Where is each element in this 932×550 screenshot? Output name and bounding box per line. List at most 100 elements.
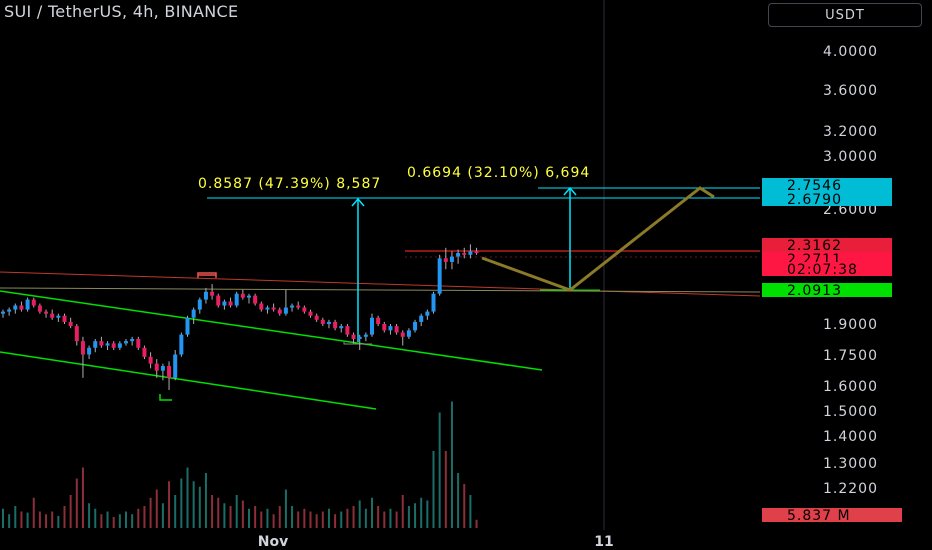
candle-body <box>191 309 196 318</box>
volume-bar <box>143 506 146 528</box>
volume-bar <box>309 511 312 528</box>
candle-body <box>7 309 12 312</box>
candle-body <box>56 315 61 318</box>
candle-body <box>406 330 411 337</box>
measure-arrow-head-1 <box>351 197 365 207</box>
volume-bar <box>211 495 214 528</box>
candle-body <box>99 341 104 346</box>
volume-bar <box>395 511 398 528</box>
candle-body <box>62 315 67 322</box>
candle-body <box>320 319 325 324</box>
volume-bar <box>266 508 269 528</box>
volume-bar <box>75 478 78 528</box>
candle-body <box>302 307 307 312</box>
candle-body <box>25 299 30 310</box>
price-tick-label: 3.6000 <box>823 83 878 99</box>
price-tick-label: 1.5000 <box>823 404 878 420</box>
volume-bar <box>358 500 361 528</box>
volume-bar <box>51 511 54 528</box>
price-tick-label: 1.2200 <box>823 481 878 497</box>
price-tick-label: 1.7500 <box>823 348 878 364</box>
candle-body <box>271 307 276 310</box>
volume-bar <box>174 495 177 528</box>
price-label-text: 02:07:38 <box>787 262 858 278</box>
price-label-text: 2.6790 <box>787 192 842 208</box>
annotation-text-2: 0.6694 (32.10%) 6,694 <box>407 165 590 181</box>
volume-bar <box>457 473 460 528</box>
volume-bar <box>469 495 472 528</box>
volume-bar <box>438 412 441 528</box>
candle-body <box>222 301 227 306</box>
high-marker <box>197 272 217 278</box>
volume-bar <box>186 467 189 528</box>
volume-bar <box>463 484 466 528</box>
volume-bar <box>334 514 337 528</box>
volume-bars <box>2 401 478 528</box>
candle-body <box>203 291 208 300</box>
volume-bar <box>94 508 97 528</box>
candle-body <box>419 315 424 322</box>
price-tick-label: 1.9000 <box>823 317 878 333</box>
volume-bar <box>444 451 447 528</box>
candle-body <box>296 305 301 308</box>
volume-bar <box>377 506 380 528</box>
currency-button[interactable]: USDT <box>768 3 922 27</box>
volume-bar <box>63 506 66 528</box>
volume-bar <box>401 495 404 528</box>
candle-body <box>283 307 288 314</box>
candle-body <box>413 321 418 331</box>
candle-body <box>93 341 98 348</box>
volume-bar <box>14 506 17 528</box>
candle-body <box>247 295 251 298</box>
candle-body <box>124 341 128 344</box>
volume-bar <box>235 495 238 528</box>
price-label-box <box>762 262 892 276</box>
volume-bar <box>180 478 183 528</box>
candle-body <box>197 299 202 310</box>
price-label-box <box>762 192 892 206</box>
volume-bar <box>241 500 244 528</box>
price-axis[interactable]: 4.00003.60003.20003.00002.60002.40001.90… <box>762 44 902 524</box>
candle-body <box>173 354 178 378</box>
volume-bar <box>217 497 220 528</box>
chart-drawings[interactable] <box>0 186 761 410</box>
volume-bar <box>254 506 257 528</box>
price-label-box <box>762 283 892 297</box>
candle-body <box>468 251 473 255</box>
candle-body <box>210 291 215 296</box>
annotation-text-1: 0.8587 (47.39%) 8,587 <box>198 176 381 192</box>
price-label-text: 2.3162 <box>787 238 842 254</box>
candle-body <box>363 334 368 337</box>
candle-body <box>44 311 49 314</box>
candle-body <box>111 343 116 348</box>
projection-path <box>481 186 715 292</box>
candle-body <box>160 366 165 371</box>
volume-bar <box>327 508 330 528</box>
candle-body <box>216 295 221 306</box>
chart-title: SUI / TetherUS, 4h, BINANCE <box>4 2 239 21</box>
volume-bar <box>106 511 109 528</box>
time-tick-label: Nov <box>258 534 288 550</box>
volume-bar <box>223 503 226 528</box>
candle-body <box>130 338 135 342</box>
volume-bar <box>112 517 115 528</box>
volume-bar <box>229 506 232 528</box>
volume-bar <box>137 508 140 528</box>
volume-bar <box>420 497 423 528</box>
candle-body <box>240 293 245 298</box>
price-label-box <box>762 238 892 252</box>
volume-bar <box>389 508 392 528</box>
candle-body <box>474 251 479 254</box>
candle-body <box>167 366 172 378</box>
measure-annotations: 0.8587 (47.39%) 8,587 0.6694 (32.10%) 6,6… <box>198 165 590 192</box>
volume-bar <box>284 489 287 528</box>
candle-body <box>425 311 430 316</box>
candle-body <box>376 317 381 324</box>
time-tick-label: 11 <box>594 534 613 550</box>
volume-bar <box>260 511 263 528</box>
time-axis[interactable]: Nov 11 <box>258 534 614 550</box>
candle-body <box>456 253 461 257</box>
volume-bar <box>38 511 41 528</box>
candle-body <box>19 305 24 310</box>
